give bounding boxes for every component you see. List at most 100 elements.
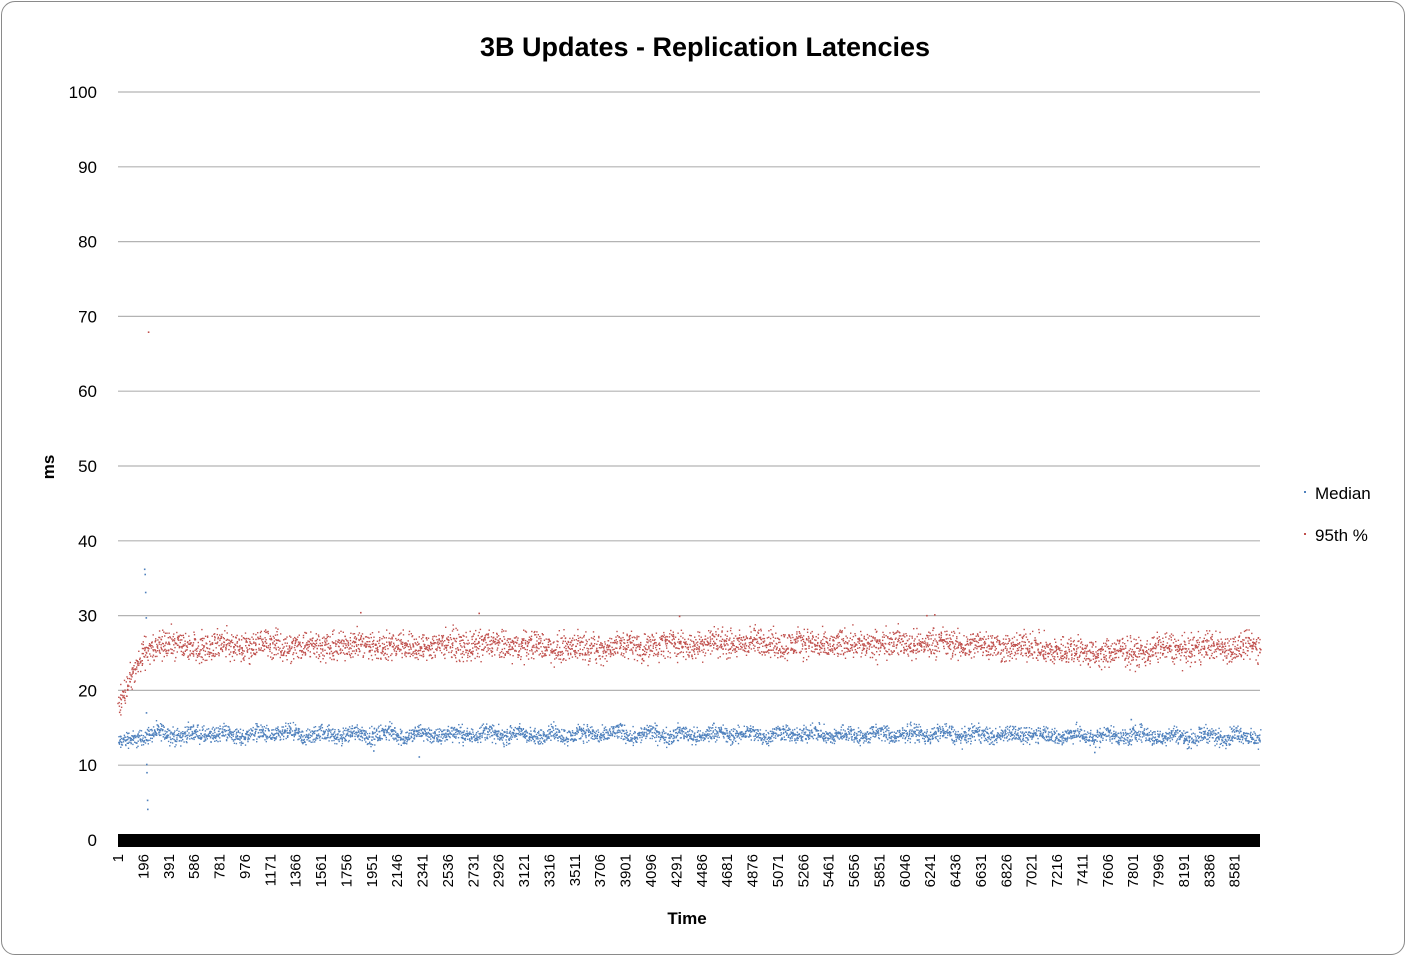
data-point	[625, 732, 627, 734]
data-point	[613, 726, 615, 728]
data-point	[334, 729, 336, 731]
data-point	[1201, 739, 1203, 741]
data-point	[1191, 741, 1193, 744]
data-point	[678, 731, 680, 734]
data-point	[1121, 736, 1123, 739]
data-point	[772, 731, 775, 733]
x-tick-label: 6241	[922, 854, 939, 887]
data-point	[724, 733, 727, 735]
data-point	[245, 640, 247, 642]
data-point	[914, 730, 916, 733]
data-point	[380, 737, 382, 740]
data-point	[580, 729, 582, 731]
data-point	[137, 745, 139, 747]
data-point	[645, 737, 647, 740]
data-point-outlier	[1094, 751, 1096, 754]
data-point	[1128, 743, 1131, 745]
data-point	[184, 640, 186, 642]
data-point	[785, 731, 787, 733]
data-point	[1181, 732, 1183, 734]
data-point	[232, 731, 234, 733]
data-point	[188, 635, 190, 637]
data-point	[651, 732, 653, 734]
data-point	[462, 733, 465, 736]
data-point	[803, 728, 805, 731]
x-tick-label: 7996	[1151, 854, 1168, 887]
data-point	[428, 727, 430, 729]
data-point	[222, 734, 224, 736]
data-point	[260, 724, 262, 726]
data-point	[506, 728, 508, 731]
data-point	[833, 740, 835, 742]
data-point	[748, 730, 750, 733]
data-point	[396, 740, 398, 742]
data-point	[1215, 737, 1217, 740]
data-point	[885, 737, 888, 739]
data-point	[344, 740, 346, 742]
data-point	[931, 728, 933, 730]
data-point	[591, 735, 594, 737]
data-point	[167, 735, 169, 737]
data-point	[803, 733, 805, 736]
data-point	[1093, 741, 1095, 744]
data-point	[1134, 738, 1137, 740]
data-point	[1225, 742, 1227, 745]
data-point	[1246, 732, 1248, 735]
data-point	[740, 733, 742, 735]
data-point	[588, 739, 590, 742]
data-point	[215, 739, 218, 742]
data-point	[998, 736, 1001, 739]
data-point	[334, 742, 336, 745]
data-point	[167, 736, 169, 738]
data-point	[317, 733, 320, 735]
data-point	[1122, 732, 1124, 734]
data-point	[721, 732, 723, 734]
data-point	[1173, 734, 1175, 736]
data-point	[642, 733, 644, 735]
data-point	[1250, 735, 1252, 737]
data-point	[999, 734, 1001, 736]
data-point	[1123, 737, 1125, 739]
data-point	[583, 730, 585, 733]
data-point	[333, 739, 335, 742]
data-point	[490, 732, 492, 734]
data-point	[239, 653, 241, 655]
data-point	[743, 725, 745, 727]
data-point	[937, 740, 940, 743]
data-point	[127, 742, 130, 744]
data-point	[252, 648, 255, 651]
data-point	[576, 728, 578, 730]
data-point	[453, 735, 455, 737]
data-point	[152, 646, 154, 648]
data-point	[1032, 734, 1035, 737]
data-point	[667, 733, 669, 735]
data-point	[456, 730, 458, 733]
data-point	[993, 734, 995, 736]
data-point	[910, 721, 912, 723]
data-point	[1235, 727, 1237, 729]
data-point	[281, 734, 284, 736]
data-point	[1157, 741, 1159, 743]
data-point	[386, 731, 388, 733]
data-point	[754, 734, 757, 736]
data-point	[335, 736, 338, 739]
data-point	[1078, 733, 1080, 735]
data-point	[498, 731, 500, 733]
data-point	[1207, 742, 1209, 744]
data-point	[161, 729, 164, 732]
data-point	[368, 735, 370, 737]
data-point	[780, 739, 782, 741]
data-point	[811, 722, 814, 724]
data-point	[540, 734, 542, 737]
data-point	[1170, 730, 1172, 732]
data-point	[534, 742, 536, 745]
data-point	[982, 734, 985, 736]
data-point	[595, 737, 597, 739]
data-point	[844, 736, 846, 738]
data-point	[475, 732, 478, 734]
data-point	[246, 730, 248, 733]
data-point	[851, 739, 853, 741]
data-point	[121, 694, 123, 697]
data-point	[1150, 734, 1152, 736]
data-point	[375, 728, 378, 730]
